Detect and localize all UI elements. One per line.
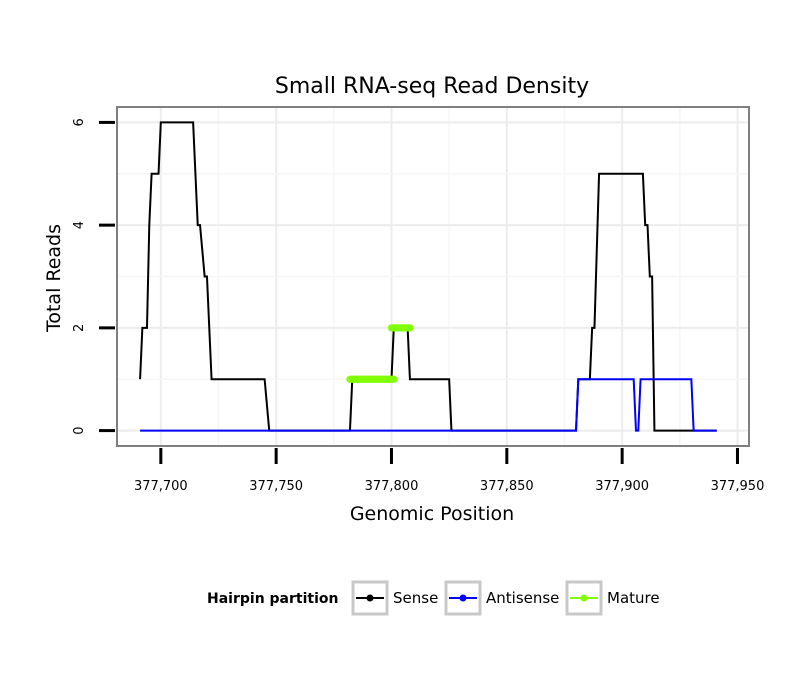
x-tick-label: 377,700: [134, 479, 188, 494]
legend-key-dot: [580, 594, 588, 602]
y-axis-label: Total Reads: [43, 224, 65, 333]
plot-panel: [116, 106, 750, 447]
x-tick-label: 377,800: [365, 479, 419, 494]
legend-item-sense: Sense: [351, 580, 438, 616]
x-tick-label: 377,950: [711, 479, 765, 494]
legend: Hairpin partition Sense Antisense Mature: [207, 580, 660, 616]
legend-title: Hairpin partition: [207, 591, 338, 607]
chart-title: Small RNA-seq Read Density: [275, 74, 589, 99]
y-tick-label: 2: [72, 324, 87, 332]
x-tick-label: 377,900: [595, 479, 649, 494]
legend-key-dot: [366, 594, 374, 602]
legend-item-antisense: Antisense: [444, 580, 559, 616]
y-tick-label: 6: [72, 118, 87, 126]
legend-label: Mature: [607, 589, 660, 607]
y-tick-label: 0: [72, 426, 87, 434]
axes-layer: 377,700 377,750 377,800 377,850 377,900 377,9…: [72, 118, 764, 494]
legend-label: Sense: [393, 589, 438, 607]
x-axis-label: Genomic Position: [350, 503, 514, 525]
sense-series-line: [139, 121, 717, 432]
y-tick-label: 4: [72, 221, 87, 229]
legend-item-mature: Mature: [565, 580, 660, 616]
x-tick-label: 377,850: [480, 479, 534, 494]
legend-key-dot: [459, 594, 467, 602]
series-layer: [139, 121, 717, 432]
antisense-series-line: [140, 378, 717, 432]
x-tick-label: 377,750: [249, 479, 303, 494]
legend-label: Antisense: [486, 589, 559, 607]
